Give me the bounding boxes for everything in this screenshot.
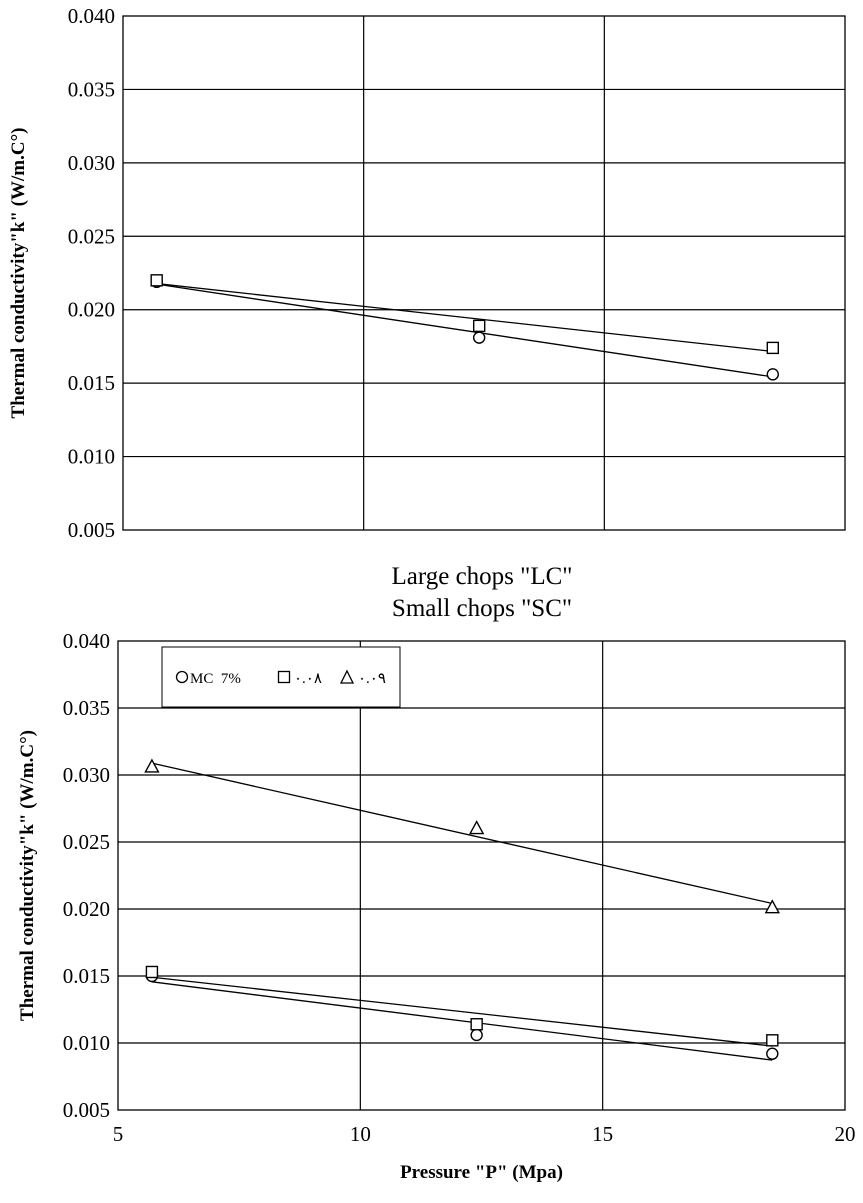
square-marker-icon: [277, 670, 291, 684]
y-tick-label: 0.030: [63, 763, 110, 787]
data-point-circle: [470, 1028, 483, 1042]
plot-area-frame: [122, 15, 846, 531]
legend-box: [161, 646, 401, 708]
x-tick-label: 5: [113, 1122, 124, 1146]
x-tick-label: 20: [835, 1122, 856, 1146]
y-tick-label: 0.035: [63, 696, 110, 720]
data-point-square: [150, 274, 163, 287]
y-tick-label: 0.025: [63, 830, 110, 854]
data-point-square: [766, 1034, 779, 1047]
triangle-marker-icon: [339, 669, 355, 684]
y-tick-label: 0.040: [63, 629, 110, 653]
data-point-square: [472, 319, 486, 333]
y-tick-label: 0.035: [68, 77, 115, 101]
data-point-square: [145, 965, 159, 979]
legend: MC 7% ٠.٠٨ ٠.٠٩: [161, 646, 401, 708]
y-tick-label: 0.040: [68, 4, 115, 28]
legend-label-1: MC 7%: [190, 671, 241, 687]
legend-item-3: ٠.٠٩: [339, 669, 386, 687]
legend-item-1: MC 7%: [175, 670, 241, 687]
trendline-triangle: [151, 762, 773, 905]
y-tick-label: 0.025: [68, 224, 115, 248]
y-tick-label: 0.010: [63, 1031, 110, 1055]
data-point-circle: [472, 331, 486, 344]
data-point-triangle: [144, 758, 160, 773]
x-tick-label: 15: [592, 1122, 613, 1146]
plot-area-frame: [117, 640, 846, 1111]
data-point-square: [766, 341, 779, 355]
y-axis-title: Thermal conductivity"k" (W/m.C°): [8, 128, 29, 419]
data-point-square: [470, 1018, 483, 1031]
y-tick-label: 0.015: [63, 964, 110, 988]
caption-small-chops: Small chops "SC": [392, 595, 572, 622]
x-axis-title: Pressure "P" (Mpa): [400, 1162, 563, 1183]
y-tick-label: 0.020: [63, 897, 110, 921]
circle-marker-icon: [175, 670, 189, 684]
data-point-triangle: [468, 820, 485, 835]
chart-small-chops: 0.005 0.010 0.015 0.020 0.025 0.030 0.035 0.040…: [17, 629, 856, 1183]
trendline-square: [156, 282, 773, 353]
y-tick-label: 0.005: [68, 518, 115, 542]
data-point-circle: [766, 1047, 779, 1060]
x-tick-label: 10: [350, 1122, 371, 1146]
legend-label-2: ٠.٠٨: [294, 671, 322, 687]
legend-label-3: ٠.٠٩: [358, 671, 386, 687]
caption-large-chops: Large chops "LC": [391, 563, 572, 590]
y-axis-title: Thermal conductivity"k" (W/m.C°): [17, 730, 38, 1021]
y-tick-label: 0.005: [63, 1098, 110, 1122]
data-point-triangle: [764, 899, 780, 914]
trendline-circle: [151, 981, 773, 1061]
y-tick-label: 0.010: [68, 445, 115, 469]
data-point-circle: [766, 368, 779, 381]
trendline-circle: [156, 283, 773, 378]
trendline-square: [151, 976, 773, 1047]
y-tick-label: 0.015: [68, 371, 115, 395]
y-tick-label: 0.030: [68, 151, 115, 175]
chart-large-chops: 0.005 0.010 0.015 0.020 0.025 0.030 0.035 0.040…: [8, 4, 846, 542]
legend-item-2: ٠.٠٨: [277, 670, 322, 687]
y-tick-label: 0.020: [68, 298, 115, 322]
